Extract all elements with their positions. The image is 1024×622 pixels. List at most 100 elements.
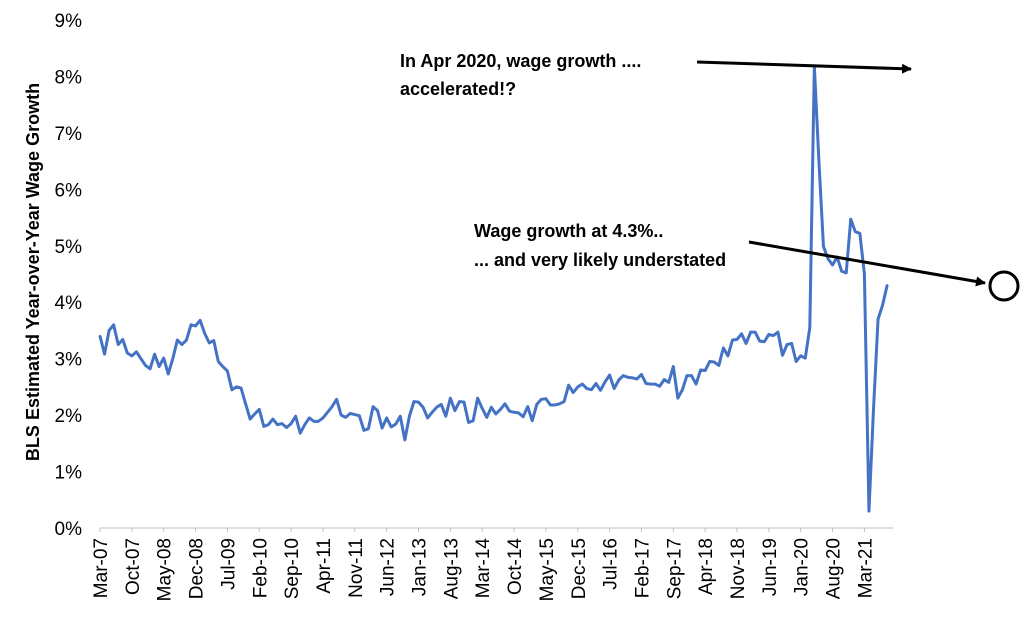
- data-points: [98, 65, 889, 513]
- data-point: [458, 400, 461, 403]
- wage-growth-line: [98, 64, 889, 513]
- data-point: [471, 419, 475, 422]
- data-point: [358, 414, 361, 417]
- y-tick-label: 8%: [55, 67, 83, 88]
- data-point: [603, 380, 607, 384]
- data-point: [876, 317, 880, 321]
- data-point: [535, 403, 538, 406]
- x-tick-label: Nov-11: [346, 538, 367, 598]
- highlight-circle: [988, 270, 1020, 302]
- data-point: [399, 415, 402, 418]
- data-point: [421, 406, 425, 409]
- y-axis-label: BLS Estimated Year-over-Year Wage Growth: [23, 83, 43, 461]
- data-point: [717, 364, 720, 367]
- y-tick-label: 9%: [55, 11, 83, 32]
- data-point: [799, 354, 802, 358]
- data-point: [521, 415, 525, 418]
- data-point: [167, 372, 170, 376]
- data-point: [376, 409, 379, 412]
- data-point: [572, 391, 575, 394]
- data-point: [817, 159, 821, 163]
- data-point: [217, 360, 220, 363]
- data-point: [144, 364, 147, 367]
- data-point: [781, 354, 784, 357]
- data-point: [849, 218, 852, 221]
- data-point: [126, 351, 129, 355]
- data-point: [622, 374, 625, 377]
- data-point: [171, 357, 174, 360]
- data-point: [703, 369, 707, 372]
- x-tick-label: Sep-10: [282, 538, 303, 599]
- data-point: [699, 368, 702, 372]
- data-point: [567, 384, 570, 387]
- x-tick-label: Apr-11: [314, 538, 335, 594]
- x-tick-label: Jul-16: [601, 538, 622, 590]
- data-point: [540, 398, 543, 401]
- data-point: [740, 332, 743, 336]
- data-point: [681, 388, 684, 391]
- data-point: [285, 426, 288, 429]
- data-point: [198, 319, 202, 322]
- data-point: [408, 415, 411, 418]
- data-point: [135, 350, 138, 354]
- data-point: [744, 342, 748, 345]
- data-point: [430, 411, 434, 414]
- data-point: [503, 402, 507, 406]
- data-point: [599, 389, 602, 392]
- data-point: [790, 342, 793, 345]
- data-point: [239, 386, 243, 390]
- data-point: [417, 400, 420, 404]
- x-tick-label: Jun-12: [378, 538, 399, 596]
- x-tick-label: Jun-19: [760, 538, 781, 596]
- data-point: [776, 330, 780, 334]
- data-point: [440, 403, 443, 406]
- data-point: [608, 373, 611, 377]
- data-point: [663, 378, 666, 381]
- data-point: [640, 373, 643, 376]
- data-point: [840, 269, 843, 273]
- y-tick-label: 7%: [55, 124, 83, 145]
- data-point: [794, 360, 798, 363]
- x-tick-label: May-15: [537, 538, 558, 601]
- data-point: [426, 416, 429, 420]
- data-point: [754, 330, 757, 334]
- data-point: [244, 402, 247, 406]
- data-point: [403, 438, 407, 442]
- data-point: [562, 400, 566, 403]
- data-point: [658, 385, 661, 388]
- data-point: [130, 354, 134, 358]
- data-point: [294, 415, 297, 418]
- data-point: [308, 416, 311, 420]
- x-tick-label: Feb-10: [250, 538, 271, 598]
- data-point: [412, 400, 416, 403]
- y-tick-label: 6%: [55, 180, 83, 201]
- data-point: [362, 429, 366, 432]
- data-point: [280, 422, 284, 425]
- x-tick-label: Sep-17: [664, 538, 685, 599]
- data-point: [121, 338, 124, 341]
- data-point: [667, 381, 670, 384]
- data-point: [558, 402, 561, 406]
- x-tick-label: Feb-17: [632, 538, 653, 598]
- data-point: [339, 413, 343, 417]
- data-point: [763, 340, 766, 343]
- data-point: [385, 416, 388, 420]
- y-tick-label: 0%: [55, 519, 83, 540]
- x-tick-label: Dec-15: [569, 538, 590, 599]
- data-point: [139, 357, 143, 360]
- data-point: [549, 403, 552, 407]
- data-point: [157, 365, 161, 368]
- data-point: [262, 425, 265, 428]
- data-point: [581, 382, 584, 386]
- data-point: [326, 411, 329, 414]
- data-point: [544, 397, 548, 400]
- data-point: [299, 431, 302, 435]
- data-point: [349, 412, 352, 415]
- data-point: [235, 385, 238, 389]
- data-point: [162, 356, 165, 360]
- data-point: [631, 376, 634, 380]
- data-point: [617, 378, 620, 382]
- data-point: [221, 365, 225, 368]
- x-tick-label: Nov-18: [728, 538, 749, 599]
